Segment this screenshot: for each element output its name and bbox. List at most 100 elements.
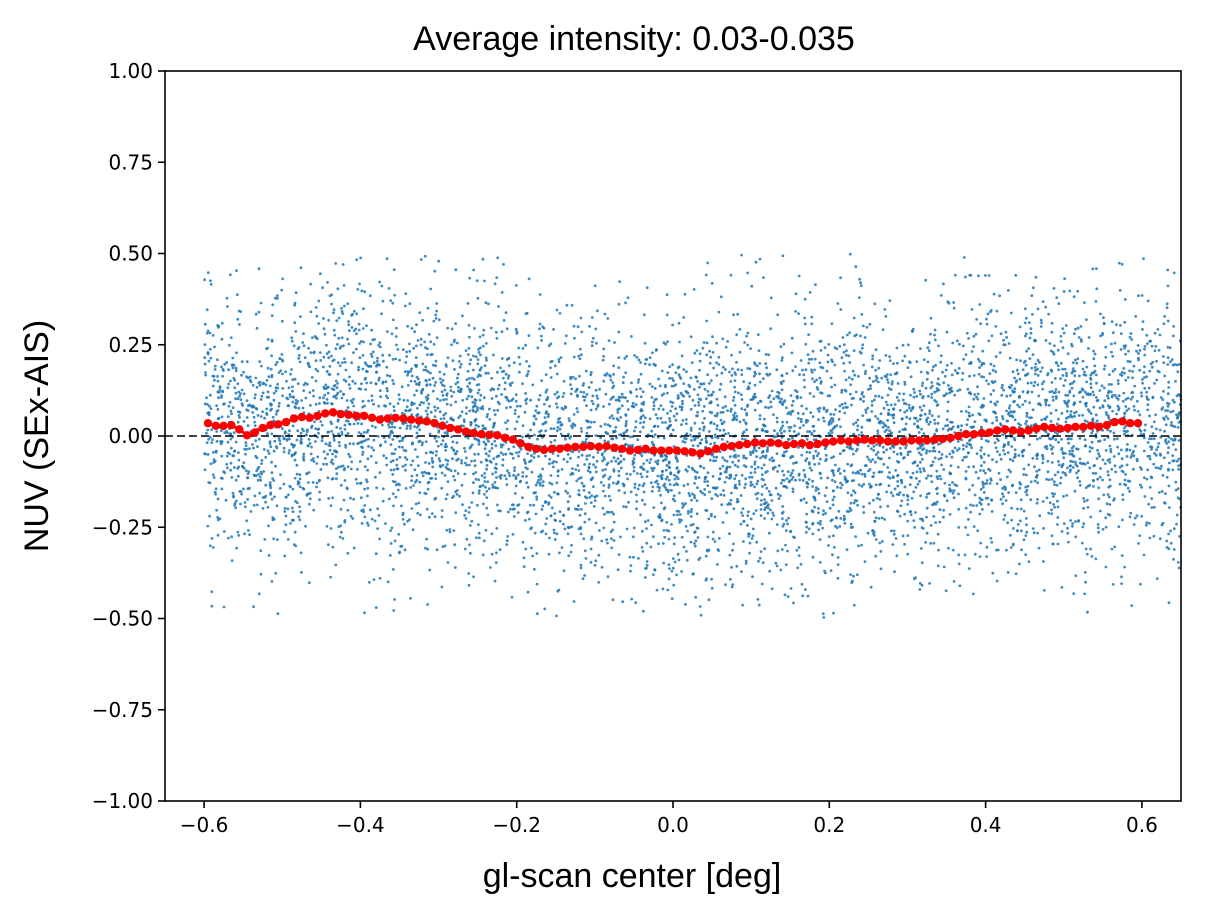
scatter-point	[846, 333, 849, 337]
scatter-point	[1150, 344, 1154, 348]
scatter-point	[538, 327, 541, 331]
scatter-point	[948, 487, 952, 491]
scatter-point	[1176, 496, 1180, 500]
scatter-point	[719, 382, 723, 386]
scatter-point	[458, 365, 462, 369]
scatter-point	[964, 477, 968, 481]
scatter-point	[695, 512, 699, 516]
scatter-point	[1046, 470, 1050, 474]
scatter-point	[573, 336, 576, 340]
scatter-point	[562, 457, 566, 461]
scatter-point	[444, 363, 448, 366]
scatter-point	[376, 435, 380, 438]
scatter-point	[374, 425, 377, 429]
scatter-point	[432, 342, 436, 346]
scatter-point	[633, 453, 637, 457]
scatter-point	[920, 457, 924, 461]
scatter-point	[521, 471, 525, 474]
scatter-point	[346, 337, 349, 341]
scatter-point	[222, 530, 226, 533]
scatter-point	[372, 448, 375, 452]
scatter-point	[456, 380, 460, 384]
scatter-point	[728, 532, 731, 536]
scatter-point	[498, 548, 502, 552]
scatter-point	[545, 517, 549, 520]
scatter-point	[703, 417, 706, 420]
scatter-point	[315, 314, 319, 318]
scatter-point	[609, 498, 612, 502]
scatter-point	[415, 323, 418, 327]
scatter-point	[689, 510, 693, 514]
scatter-point	[465, 463, 469, 467]
scatter-point	[1122, 367, 1126, 370]
scatter-point	[550, 482, 554, 486]
scatter-point	[738, 328, 742, 331]
scatter-point	[747, 532, 750, 536]
scatter-point	[213, 378, 216, 382]
scatter-point	[1125, 455, 1129, 458]
scatter-point	[962, 443, 965, 447]
scatter-point	[910, 496, 914, 500]
scatter-point	[982, 375, 985, 379]
scatter-point	[680, 354, 684, 358]
scatter-point	[424, 492, 428, 496]
scatter-point	[596, 405, 599, 408]
scatter-point	[334, 262, 338, 265]
scatter-point	[738, 350, 742, 354]
scatter-point	[810, 509, 814, 513]
scatter-point	[699, 441, 702, 445]
scatter-point	[416, 382, 419, 386]
scatter-point	[267, 452, 271, 455]
scatter-point	[525, 475, 528, 478]
scatter-point	[848, 506, 852, 510]
scatter-point	[310, 376, 314, 379]
scatter-point	[825, 369, 829, 373]
scatter-point	[925, 449, 929, 453]
scatter-point	[246, 424, 250, 427]
scatter-point	[214, 492, 218, 496]
scatter-point	[579, 353, 583, 357]
scatter-point	[292, 518, 295, 522]
scatter-point	[434, 477, 438, 480]
scatter-point	[385, 257, 389, 261]
scatter-point	[999, 423, 1003, 427]
scatter-point	[251, 383, 255, 387]
scatter-point	[549, 376, 553, 379]
scatter-point	[732, 507, 736, 510]
scatter-point	[1117, 261, 1121, 265]
scatter-point	[234, 366, 238, 370]
scatter-point	[791, 469, 795, 472]
scatter-point	[608, 475, 612, 479]
scatter-point	[1086, 408, 1090, 412]
scatter-point	[487, 487, 491, 491]
scatter-point	[685, 550, 688, 553]
scatter-point	[717, 355, 721, 359]
scatter-point	[446, 326, 450, 330]
scatter-point	[566, 500, 570, 504]
scatter-point	[496, 503, 499, 507]
scatter-point	[395, 458, 399, 461]
scatter-point	[686, 529, 689, 533]
scatter-point	[346, 432, 350, 435]
scatter-point	[468, 362, 472, 366]
scatter-point	[1146, 403, 1150, 406]
scatter-point	[1025, 530, 1029, 534]
scatter-point	[617, 553, 621, 556]
scatter-point	[1000, 386, 1004, 390]
scatter-point	[914, 576, 917, 580]
scatter-point	[585, 419, 588, 422]
scatter-point	[508, 474, 512, 478]
scatter-point	[342, 378, 346, 382]
scatter-point	[775, 368, 779, 372]
scatter-point	[621, 381, 625, 385]
scatter-point	[1065, 494, 1069, 497]
scatter-point	[364, 388, 367, 391]
scatter-point	[780, 548, 784, 551]
scatter-point	[360, 289, 364, 293]
scatter-point	[409, 486, 413, 489]
scatter-point	[434, 496, 438, 500]
scatter-point	[609, 378, 613, 382]
scatter-point	[979, 449, 983, 452]
scatter-point	[614, 459, 618, 463]
scatter-point	[793, 536, 796, 539]
